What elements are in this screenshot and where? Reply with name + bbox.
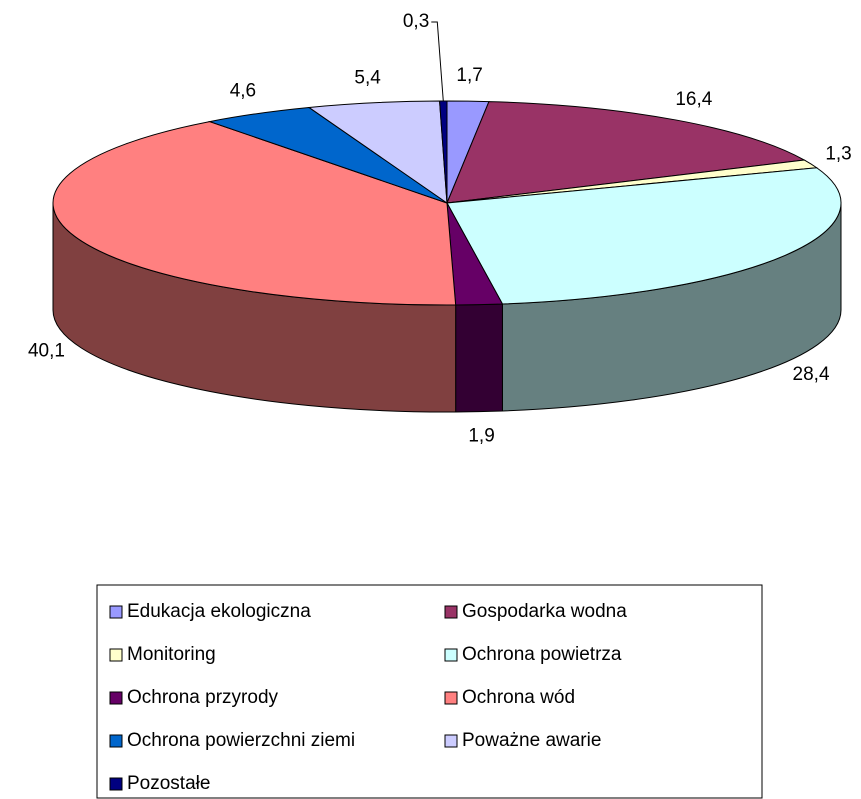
data-label: 1,9 xyxy=(468,426,494,447)
slice xyxy=(446,101,806,204)
legend: Edukacja ekologiczna Gospodarka wodna Moni… xyxy=(109,601,627,794)
legend-label: Poważne awarie xyxy=(462,730,601,751)
legend-swatch xyxy=(109,734,123,748)
legend-swatch xyxy=(109,605,123,619)
slice xyxy=(307,100,448,205)
legend-swatch xyxy=(444,734,458,748)
data-label: 40,1 xyxy=(28,341,65,362)
data-label: 16,4 xyxy=(675,89,712,110)
legend-swatch xyxy=(444,691,458,705)
data-label: 1,7 xyxy=(456,65,482,86)
legend-swatch xyxy=(109,648,123,662)
data-label: 0,3 xyxy=(403,11,429,32)
legend-label: Edukacja ekologiczna xyxy=(127,601,311,622)
data-label: 5,4 xyxy=(354,67,381,88)
data-label: 28,4 xyxy=(793,364,830,385)
legend-swatch xyxy=(109,691,123,705)
pie xyxy=(52,100,842,413)
legend-label: Ochrona przyrody xyxy=(127,687,279,708)
legend-swatch xyxy=(444,648,458,662)
legend-label: Pozostałe xyxy=(127,773,210,794)
legend-swatch xyxy=(444,605,458,619)
legend-label: Ochrona wód xyxy=(462,687,575,708)
leader-line xyxy=(431,21,444,102)
legend-label: Ochrona powierzchni ziemi xyxy=(127,730,355,751)
legend-swatch xyxy=(109,777,123,791)
data-label: 1,3 xyxy=(825,143,851,164)
legend-label: Monitoring xyxy=(127,644,216,665)
data-label: 4,6 xyxy=(230,81,256,102)
slice xyxy=(52,121,457,306)
slice-side xyxy=(455,303,503,413)
legend-box xyxy=(96,584,763,799)
slice xyxy=(446,167,842,305)
legend-label: Ochrona powietrza xyxy=(462,644,622,665)
data-labels: 1,7 16,4 1,3 28,4 1,9 40,1 4,6 5,4 0,3 xyxy=(28,11,852,447)
legend-label: Gospodarka wodna xyxy=(462,601,627,622)
